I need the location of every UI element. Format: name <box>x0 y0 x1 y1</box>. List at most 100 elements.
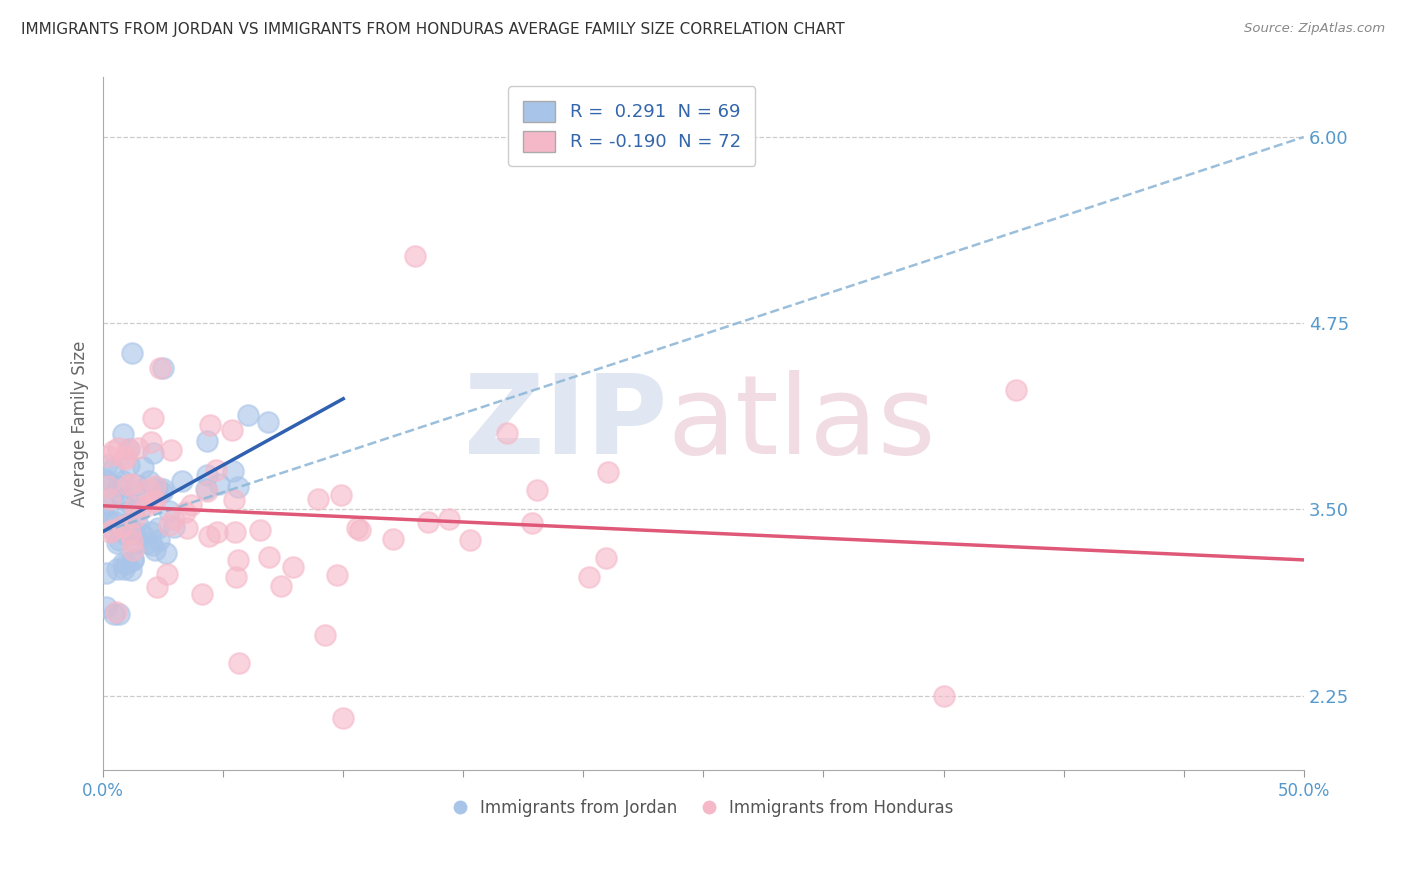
Point <box>349 523 371 537</box>
Point <box>257 415 280 429</box>
Point <box>138 482 160 496</box>
Point <box>104 516 127 530</box>
Point <box>108 533 131 547</box>
Point <box>142 445 165 459</box>
Point <box>437 512 460 526</box>
Point <box>122 553 145 567</box>
Point <box>112 426 135 441</box>
Point <box>115 557 138 571</box>
Point <box>520 516 543 531</box>
Point <box>121 543 143 558</box>
Point <box>145 494 167 508</box>
Legend: Immigrants from Jordan, Immigrants from Honduras: Immigrants from Jordan, Immigrants from … <box>447 793 960 824</box>
Point <box>120 497 142 511</box>
Point <box>222 464 245 478</box>
Point <box>97 450 120 464</box>
Point <box>332 711 354 725</box>
Point <box>124 510 146 524</box>
Point <box>121 346 143 360</box>
Point <box>307 491 329 506</box>
Point <box>114 452 136 467</box>
Point <box>94 499 117 513</box>
Point <box>381 533 404 547</box>
Point <box>117 523 139 537</box>
Point <box>149 360 172 375</box>
Point <box>200 417 222 432</box>
Point <box>224 492 246 507</box>
Point <box>127 478 149 492</box>
Point <box>460 533 482 548</box>
Point <box>148 533 170 547</box>
Point <box>132 460 155 475</box>
Point <box>325 568 347 582</box>
Point <box>118 520 141 534</box>
Point <box>159 442 181 457</box>
Point <box>221 423 243 437</box>
Point <box>236 408 259 422</box>
Point <box>124 535 146 549</box>
Point <box>121 477 143 491</box>
Point <box>281 560 304 574</box>
Point <box>118 458 141 472</box>
Point <box>156 566 179 581</box>
Point <box>125 516 148 530</box>
Point <box>96 511 118 525</box>
Point <box>121 526 143 541</box>
Point <box>226 553 249 567</box>
Text: Source: ZipAtlas.com: Source: ZipAtlas.com <box>1244 22 1385 36</box>
Point <box>98 514 121 528</box>
Point <box>157 504 180 518</box>
Point <box>115 505 138 519</box>
Point <box>270 579 292 593</box>
Point <box>198 528 221 542</box>
Point <box>131 527 153 541</box>
Point <box>117 478 139 492</box>
Point <box>142 411 165 425</box>
Point <box>124 500 146 514</box>
Point <box>194 483 217 497</box>
Point <box>346 520 368 534</box>
Point <box>416 515 439 529</box>
Point <box>141 538 163 552</box>
Point <box>145 479 167 493</box>
Y-axis label: Average Family Size: Average Family Size <box>72 341 89 507</box>
Point <box>115 517 138 532</box>
Point <box>117 442 139 456</box>
Point <box>180 498 202 512</box>
Point <box>139 434 162 449</box>
Point <box>404 249 426 263</box>
Point <box>190 587 212 601</box>
Point <box>111 519 134 533</box>
Point <box>195 467 218 482</box>
Point <box>94 566 117 581</box>
Point <box>96 477 118 491</box>
Point <box>96 458 118 472</box>
Point <box>142 494 165 508</box>
Point <box>94 474 117 488</box>
Point <box>112 556 135 570</box>
Point <box>98 524 121 539</box>
Point <box>112 562 135 576</box>
Point <box>122 552 145 566</box>
Point <box>152 482 174 496</box>
Text: ZIP: ZIP <box>464 370 668 477</box>
Text: IMMIGRANTS FROM JORDAN VS IMMIGRANTS FROM HONDURAS AVERAGE FAMILY SIZE CORRELATI: IMMIGRANTS FROM JORDAN VS IMMIGRANTS FRO… <box>21 22 845 37</box>
Point <box>101 462 124 476</box>
Point <box>114 450 136 465</box>
Point <box>105 605 128 619</box>
Point <box>145 482 167 496</box>
Point <box>205 524 228 539</box>
Point <box>139 525 162 540</box>
Point <box>100 523 122 537</box>
Point <box>208 477 231 491</box>
Point <box>257 550 280 565</box>
Point <box>101 444 124 458</box>
Point <box>225 570 247 584</box>
Point <box>150 484 173 499</box>
Point <box>163 512 186 526</box>
Point <box>1004 383 1026 397</box>
Point <box>314 628 336 642</box>
Point <box>526 483 548 497</box>
Point <box>105 562 128 576</box>
Point <box>138 474 160 488</box>
